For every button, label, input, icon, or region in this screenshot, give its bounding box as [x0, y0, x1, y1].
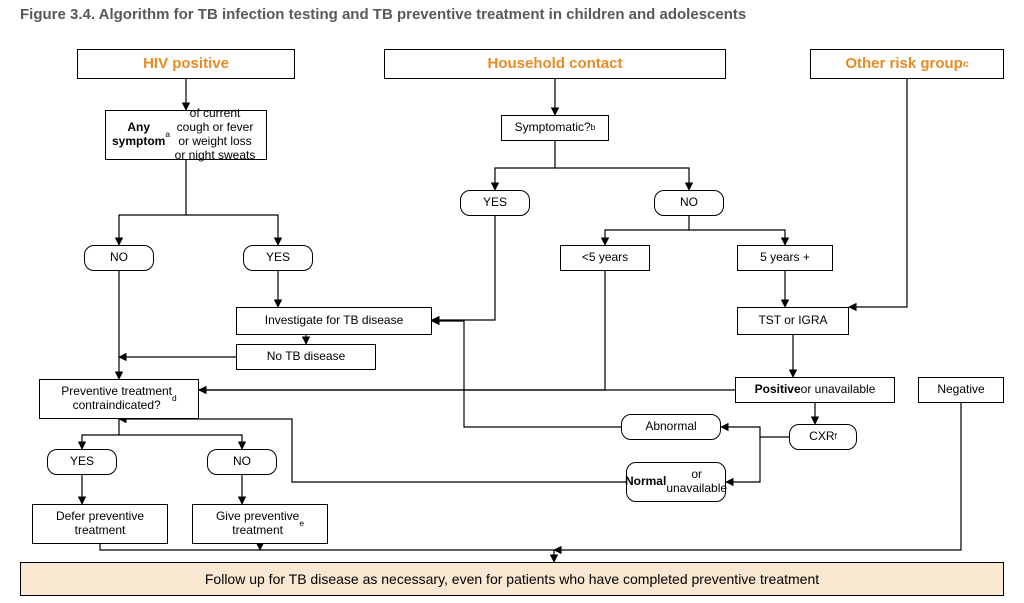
node-other-label: Other risk group: [845, 55, 963, 72]
node-no3: NO: [207, 449, 277, 475]
node-abn: Abnormal: [621, 414, 721, 440]
flowchart-canvas: Figure 3.4. Algorithm for TB infection t…: [0, 0, 1024, 603]
node-yes2: YES: [243, 245, 313, 271]
node-give: Give preventivetreatmente: [192, 504, 328, 544]
node-pos: Positive or unavailable: [735, 377, 895, 403]
node-cxr: CXRf: [789, 424, 857, 450]
node-yes3: YES: [47, 449, 117, 475]
footer-box: Follow up for TB disease as necessary, e…: [20, 562, 1004, 596]
node-yes1: YES: [460, 190, 530, 216]
node-lt5: <5 years: [560, 245, 650, 271]
node-neg: Negative: [918, 377, 1004, 403]
figure-title: Figure 3.4. Algorithm for TB infection t…: [20, 6, 746, 23]
node-other: Other risk groupc: [810, 49, 1004, 79]
node-household: Household contact: [384, 49, 726, 79]
node-hiv-label: HIV positive: [143, 55, 229, 72]
node-no2: NO: [84, 245, 154, 271]
footer-text: Follow up for TB disease as necessary, e…: [205, 571, 819, 587]
node-contra: Preventive treatmentcontraindicated?d: [39, 379, 199, 419]
node-hiv: HIV positive: [77, 49, 295, 79]
node-norm: Normal orunavailable: [626, 462, 726, 502]
node-symp: Symptomatic?b: [501, 115, 609, 141]
node-no1: NO: [654, 190, 724, 216]
node-notb: No TB disease: [236, 344, 376, 370]
node-defer: Defer preventivetreatment: [32, 504, 168, 544]
node-anysym: Any symptoma of currentcough or fever or…: [105, 110, 267, 160]
node-invest: Investigate for TB disease: [236, 307, 432, 335]
node-household-label: Household contact: [487, 55, 622, 72]
node-tst: TST or IGRA: [737, 307, 849, 335]
node-ge5: 5 years +: [737, 245, 833, 271]
